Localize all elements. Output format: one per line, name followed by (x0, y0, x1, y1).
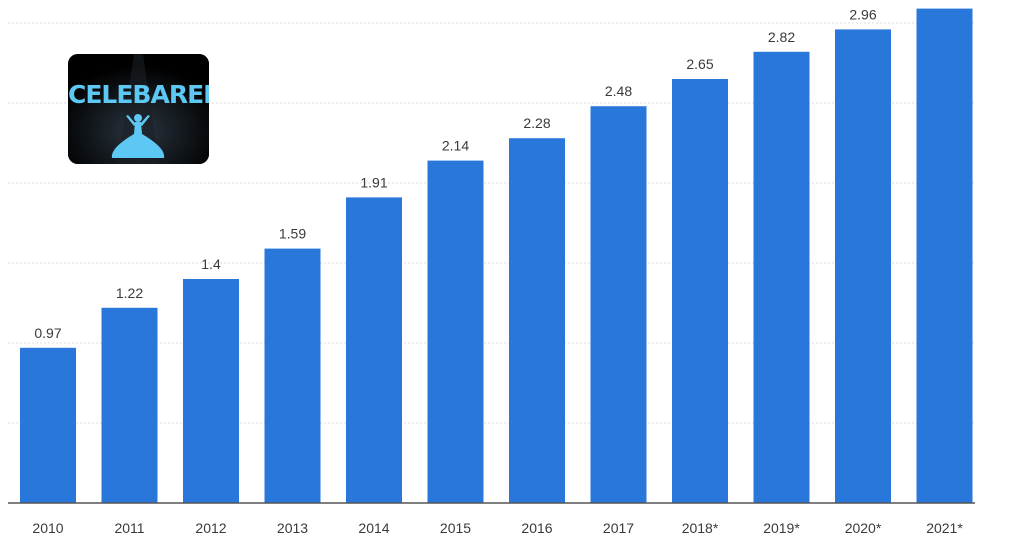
value-label: 1.59 (279, 226, 306, 242)
x-tick-label: 2016 (521, 520, 552, 536)
x-tick-label: 2014 (358, 520, 389, 536)
x-tick-label: 2010 (32, 520, 63, 536)
x-tick-label: 2021* (926, 520, 963, 536)
bars-layer (20, 8, 973, 504)
bar-2017 (590, 106, 647, 503)
bar-2011 (101, 307, 158, 503)
grid-layer (8, 22, 975, 424)
value-label: 1.22 (116, 285, 143, 301)
bar-2010 (20, 347, 76, 503)
x-tick-label: 2018* (682, 520, 719, 536)
value-label: 2.14 (442, 138, 469, 154)
value-label: 0.97 (34, 325, 61, 341)
dancer-silhouette-icon (68, 54, 209, 164)
x-tick-label: 2015 (440, 520, 471, 536)
bar-2020 (835, 29, 891, 504)
x-tick-label: 2012 (195, 520, 226, 536)
value-label: 2.65 (686, 56, 713, 72)
bar-2014 (346, 197, 402, 503)
x-tick-label: 2019* (763, 520, 800, 536)
value-label: 2.82 (768, 29, 795, 45)
bar-2012 (183, 279, 239, 503)
x-tick-label: 2017 (603, 520, 634, 536)
value-label: 2.48 (605, 83, 632, 99)
labels-layer: 0.97 2010 1.22 2011 1.4 2012 1.59 2013 1.91 2014 2… (32, 0, 963, 536)
logo-text: CELEBARENA (68, 80, 209, 109)
value-label: 1.4 (201, 256, 221, 272)
x-tick-label: 2020* (845, 520, 882, 536)
bar-2015 (427, 160, 484, 503)
bar-2019 (753, 51, 810, 504)
value-label: 2.28 (523, 115, 550, 131)
celebarena-logo: CELEBARENA (68, 54, 209, 164)
x-tick-label: 2013 (277, 520, 308, 536)
value-label: 3.09 (931, 0, 958, 2)
value-label: 1.91 (360, 174, 387, 190)
bar-2013 (264, 248, 321, 503)
bar-2016 (509, 138, 565, 503)
bar-2021 (916, 8, 973, 503)
x-tick-label: 2011 (114, 520, 144, 536)
bar-2018 (672, 79, 728, 503)
value-label: 2.96 (849, 6, 876, 22)
